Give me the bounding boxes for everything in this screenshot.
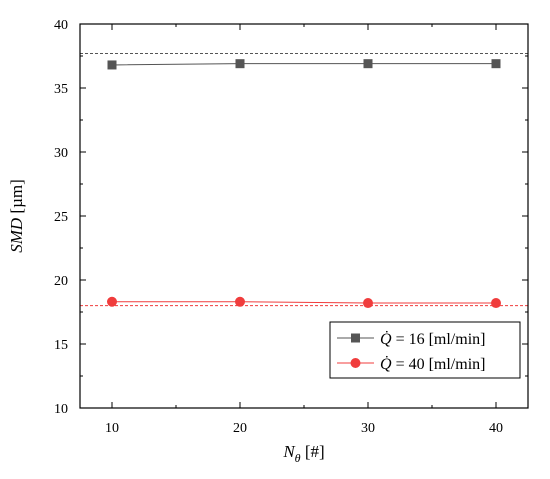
legend-value-q40: = 40 [ml/min]	[392, 356, 486, 373]
legend-value-q16: = 16 [ml/min]	[392, 331, 486, 348]
data-point-series-0-x40	[491, 59, 501, 69]
legend-symbol-q16: Q̇	[380, 330, 392, 348]
legend-label-q40: Q̇ = 40 [ml/min]	[380, 355, 485, 373]
y-axis-label: SMD [µm]	[7, 179, 26, 253]
y-tick-label-10: 10	[54, 402, 68, 417]
x-axis-label-symbol: N	[282, 442, 296, 461]
y-tick-label-20: 20	[54, 274, 68, 289]
x-tick-label-20: 20	[233, 421, 247, 436]
y-axis-label-symbol: SMD	[7, 217, 26, 253]
legend-marker-square	[351, 333, 360, 343]
legend-marker-circle	[350, 358, 361, 368]
series-line-1	[112, 301, 496, 304]
reference-lines	[80, 52, 528, 307]
y-tick-label-40: 40	[54, 18, 68, 33]
legend-item-q16: Q̇ = 16 [ml/min]	[337, 330, 485, 348]
x-axis-label-unit: [#]	[301, 442, 325, 461]
legend-symbol-q40: Q̇	[380, 355, 392, 373]
y-tick-label-30: 30	[54, 146, 68, 161]
x-axis-label: Nθ [#]	[282, 442, 324, 465]
series-layer	[107, 59, 501, 309]
y-tick-label-35: 35	[54, 82, 68, 97]
data-point-series-1-x20	[235, 296, 245, 307]
x-tick-label-30: 30	[361, 421, 375, 436]
data-point-series-0-x10	[107, 60, 117, 70]
y-tick-label-15: 15	[54, 338, 68, 353]
legend: Q̇ = 16 [ml/min] Q̇ = 40 [ml/min]	[329, 321, 521, 379]
legend-box	[329, 321, 521, 379]
y-axis-label-unit: [µm]	[7, 179, 26, 218]
legend-item-q40: Q̇ = 40 [ml/min]	[337, 355, 485, 373]
axis-ticks: 10 20 30 40 10 15 20 25 30 35 40	[54, 18, 528, 436]
data-point-series-1-x30	[363, 298, 373, 309]
data-point-series-1-x10	[107, 296, 117, 307]
legend-label-q16: Q̇ = 16 [ml/min]	[380, 330, 485, 348]
data-point-series-0-x30	[363, 59, 373, 69]
data-point-series-1-x40	[491, 298, 501, 309]
x-tick-label-10: 10	[105, 421, 119, 436]
series-line-0	[111, 63, 496, 66]
plot-frame	[79, 23, 529, 409]
x-tick-label-40: 40	[489, 421, 503, 436]
y-tick-label-25: 25	[54, 210, 68, 225]
data-point-series-0-x20	[235, 59, 245, 69]
x-axis-label-subscript: θ	[295, 451, 301, 465]
